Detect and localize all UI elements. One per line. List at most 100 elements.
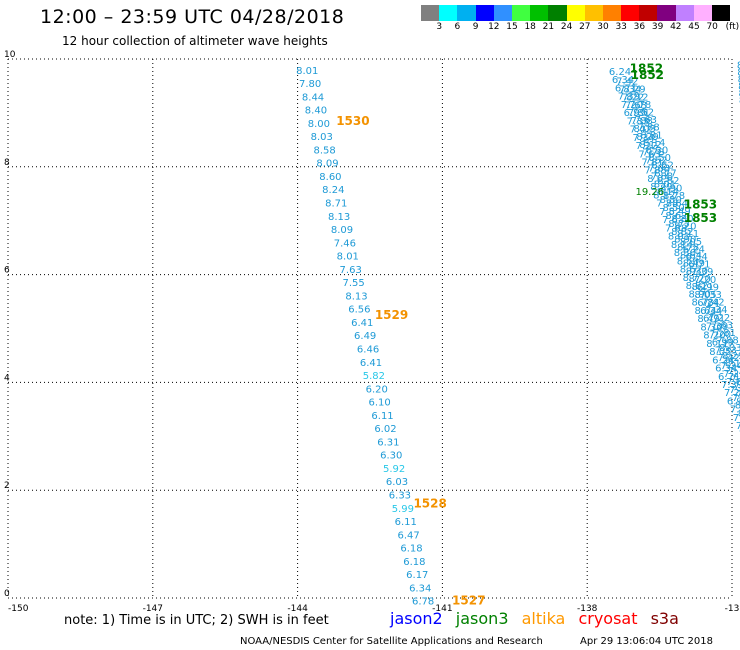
wave-height-label: 8.00 (308, 119, 330, 130)
wave-height-mark: 7.88 (631, 116, 653, 127)
x-tick-label: -138 (577, 604, 598, 614)
wave-height-mark: 7.52 (645, 156, 667, 167)
wave-height-mark: 8.30 (700, 322, 722, 333)
wave-height-mark: 8. (737, 60, 740, 71)
wave-height-label: 8.60 (319, 172, 341, 183)
wave-height-mark: 8.82 (657, 176, 679, 187)
altimeter-track-right: 6.246.346.717.397.206.997.337.427.347.22… (609, 60, 740, 440)
wave-height-label: 8.40 (305, 106, 327, 117)
wave-height-label: 6.11 (371, 411, 393, 422)
color-scale-label: 33 (615, 22, 627, 32)
y-tick-label: 6 (4, 266, 10, 276)
x-tick-label: -13 (725, 604, 740, 614)
wave-height-mark: 8.03 (735, 401, 740, 412)
wave-height-mark: 8.50 (677, 256, 699, 267)
wave-height-label: 5.92 (383, 464, 405, 475)
y-tick-label: 10 (4, 50, 16, 60)
wave-height-mark: 7.81 (628, 108, 650, 119)
color-swatch (602, 5, 622, 21)
wave-height-mark: 7.42 (630, 125, 652, 136)
wave-height-mark: 7.39 (691, 267, 713, 278)
wave-height-mark: 7.52 (731, 374, 740, 385)
wave-height-mark: 6.24 (609, 67, 631, 78)
wave-height-mark: 7.78 (642, 148, 664, 159)
wave-height-mark: 8.14 (643, 138, 665, 149)
wave-height-mark: 8.64 (666, 199, 688, 210)
wave-height-mark: 8.90 (689, 289, 711, 300)
wave-height-label: 8.24 (322, 185, 344, 196)
wave-height-label: 8.58 (313, 145, 335, 156)
wave-height-mark: 7.22 (723, 369, 740, 380)
wave-height-mark: 6.71 (615, 83, 637, 94)
wave-height-mark: 8.29 (722, 351, 740, 362)
wave-height-mark: 7.88 (644, 166, 666, 177)
wave-height-mark: 8.78 (663, 191, 685, 202)
color-scale-label: 21 (542, 22, 555, 32)
color-swatch (493, 5, 512, 21)
wave-height-mark: 7.42 (616, 77, 638, 88)
wave-height-mark: 8.05 (694, 290, 716, 301)
wave-height-mark: 8. (738, 82, 740, 93)
wave-height-mark: 7.20 (709, 330, 731, 341)
wave-height-mark: 7.22 (739, 429, 740, 440)
wave-height-mark: 8.03 (719, 343, 740, 354)
wave-height-mark: 8.77 (654, 168, 676, 179)
wave-height-mark: 7.63 (726, 377, 740, 388)
y-tick-label: 2 (4, 481, 10, 491)
wave-height-label: 6.41 (351, 318, 373, 329)
axis-tick-labels: -150 -147 -144 -141 -138 -13 0 2 4 6 8 10 (4, 50, 739, 614)
wave-height-label: 6.18 (403, 557, 425, 568)
wave-height-mark: 8.29 (636, 132, 658, 143)
wave-height-mark: 7.63 (648, 164, 670, 175)
wave-height-mark: 6.24 (697, 298, 719, 309)
color-swatch (548, 5, 567, 21)
pass-time-label: 1527 (452, 594, 485, 608)
wave-height-mark: 7.33 (627, 116, 649, 127)
color-scale-bar (421, 5, 731, 21)
wave-height-label: 8.13 (345, 291, 367, 302)
legend-item-jason3: jason3 (455, 609, 509, 628)
x-tick-label: -147 (143, 604, 163, 614)
wave-height-mark: 6.34 (700, 306, 722, 317)
wave-height-label: 8.01 (296, 66, 318, 77)
wave-height-mark: 7.78 (728, 366, 740, 377)
color-swatch (475, 5, 494, 21)
wave-height-mark: 7.42 (702, 298, 724, 309)
wave-height-mark: 6.24 (683, 244, 705, 255)
wave-height-mark: 8.49 (697, 314, 719, 325)
wave-height-mark: 8.30 (674, 248, 696, 259)
wave-height-label: 6.03 (386, 477, 408, 488)
wave-height-mark: 6.34 (715, 364, 737, 375)
color-scale-label: 30 (597, 22, 609, 32)
wave-height-mark: 7.88 (716, 336, 738, 347)
wave-height-mark: 8.11 (677, 229, 699, 240)
color-scale-label: 18 (524, 22, 536, 32)
color-swatch (584, 5, 603, 21)
map-grid (7, 58, 733, 599)
y-tick-label: 4 (4, 373, 10, 383)
wave-height-label: 6.20 (366, 384, 388, 395)
pass-time-label: 1853 (684, 198, 717, 212)
color-scale-label: 36 (633, 22, 646, 32)
wave-height-mark: 8.77 (668, 219, 690, 230)
wave-height-mark: 7.42 (733, 413, 740, 424)
wave-height-mark: 7.63 (711, 320, 733, 331)
wave-height-mark: 8. (738, 89, 740, 100)
wave-height-mark: 7.78 (629, 100, 651, 111)
wave-height-label: 7.63 (340, 265, 362, 276)
y-tick-label: 0 (4, 589, 10, 599)
wave-height-label: 6.47 (397, 530, 419, 541)
wave-height-mark: 8.01 (668, 232, 690, 243)
wave-height-mark: 8.14 (657, 187, 679, 198)
legend-item-jason2: jason2 (390, 609, 443, 628)
wave-height-label: 7.80 (299, 79, 321, 90)
wave-height-mark: 8.29 (738, 409, 740, 420)
wave-height-mark: 8.29 (623, 85, 645, 96)
wave-height-mark: 6.99 (712, 337, 734, 348)
wave-height-mark: 8.29 (650, 182, 672, 193)
wave-height-mark: 7.88 (638, 123, 660, 134)
generation-timestamp: Apr 29 13:06:04 UTC 2018 (580, 636, 713, 647)
wave-height-mark: 7.22 (708, 313, 730, 324)
wave-height-mark: 7.63 (625, 100, 647, 111)
wave-height-mark: 8.82 (686, 281, 708, 292)
